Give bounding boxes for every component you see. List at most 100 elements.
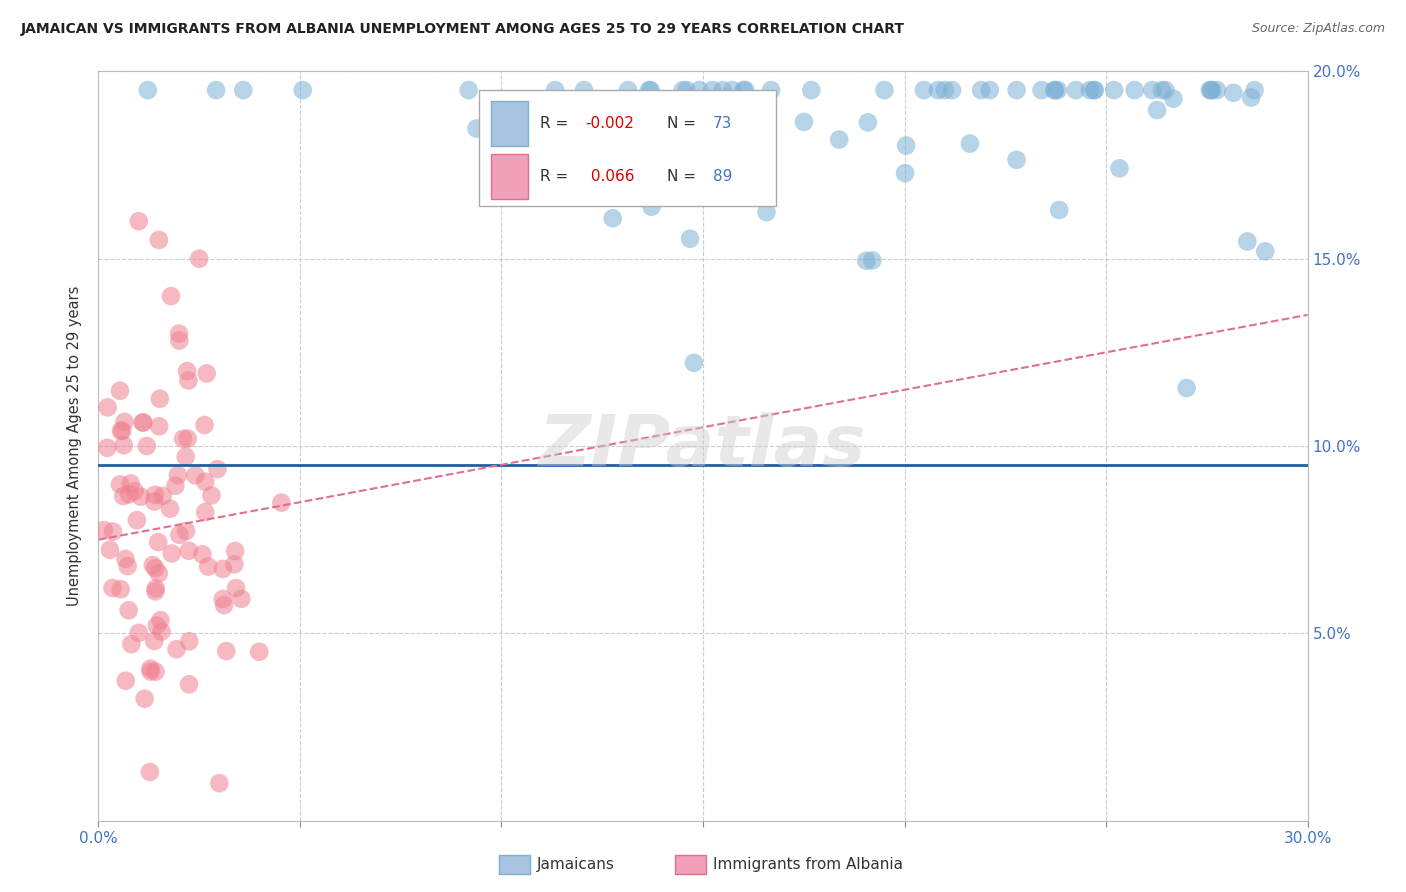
Point <box>894 138 917 153</box>
Point <box>148 233 170 247</box>
Text: N =: N = <box>666 169 700 184</box>
Point <box>139 665 162 679</box>
Point <box>114 673 136 688</box>
Point <box>114 415 136 429</box>
Point <box>232 83 254 97</box>
Point <box>143 561 166 575</box>
Point <box>1175 381 1198 395</box>
Point <box>169 528 191 542</box>
Point <box>672 103 695 118</box>
Point <box>212 562 235 576</box>
Point <box>828 132 851 146</box>
Point <box>139 764 162 779</box>
Point <box>177 677 200 691</box>
Point <box>96 441 118 455</box>
Point <box>934 83 956 97</box>
Point <box>672 83 695 97</box>
Point <box>959 136 981 151</box>
Point <box>927 83 949 97</box>
FancyBboxPatch shape <box>479 90 776 206</box>
Point <box>134 691 156 706</box>
Point <box>101 524 124 539</box>
Point <box>873 83 896 97</box>
Point <box>143 488 166 502</box>
Point <box>856 115 879 129</box>
Point <box>1043 83 1066 97</box>
Point <box>193 417 215 432</box>
Point <box>572 83 595 97</box>
Point <box>167 326 190 341</box>
Point <box>638 83 661 97</box>
Point <box>979 83 1001 97</box>
Point <box>640 200 662 214</box>
Point <box>734 83 756 97</box>
Point <box>224 544 246 558</box>
Point <box>1064 83 1087 97</box>
Point <box>135 439 157 453</box>
Point <box>800 83 823 97</box>
Point <box>120 637 142 651</box>
Point <box>146 618 169 632</box>
Point <box>212 591 235 606</box>
Point <box>128 214 150 228</box>
Point <box>131 416 153 430</box>
Point <box>683 356 706 370</box>
Point <box>1043 83 1066 97</box>
Point <box>1163 92 1185 106</box>
Point <box>207 462 229 476</box>
Point <box>1123 83 1146 97</box>
Point <box>675 83 697 97</box>
Point <box>143 494 166 508</box>
Point <box>544 83 567 97</box>
Y-axis label: Unemployment Among Ages 25 to 29 years: Unemployment Among Ages 25 to 29 years <box>67 285 83 607</box>
Point <box>759 83 782 97</box>
Point <box>1005 153 1028 167</box>
Point <box>733 83 755 97</box>
Point <box>215 644 238 658</box>
Point <box>1201 83 1223 97</box>
Point <box>860 253 883 268</box>
Point <box>174 450 197 464</box>
Point <box>1084 83 1107 97</box>
Point <box>132 416 155 430</box>
Point <box>129 490 152 504</box>
Point <box>633 120 655 135</box>
Point <box>150 624 173 639</box>
Point <box>465 121 488 136</box>
Text: Source: ZipAtlas.com: Source: ZipAtlas.com <box>1251 22 1385 36</box>
Point <box>148 535 170 549</box>
Point <box>711 83 734 97</box>
Point <box>688 83 710 97</box>
Point <box>602 211 624 226</box>
Point <box>93 523 115 537</box>
Point <box>200 488 222 502</box>
Point <box>108 384 131 398</box>
Point <box>194 505 217 519</box>
Point <box>1199 83 1222 97</box>
Point <box>205 83 228 97</box>
Point <box>617 83 640 97</box>
Point <box>148 566 170 581</box>
Point <box>1046 83 1069 97</box>
Point <box>176 364 198 378</box>
Point <box>98 542 121 557</box>
Point <box>755 205 778 219</box>
Point <box>191 547 214 561</box>
Point <box>165 478 187 492</box>
Point <box>247 645 270 659</box>
Point <box>160 547 183 561</box>
Point <box>195 367 218 381</box>
Point <box>197 559 219 574</box>
Point <box>457 83 479 97</box>
Point <box>159 501 181 516</box>
Point <box>208 776 231 790</box>
Point <box>112 438 135 452</box>
Point <box>1254 244 1277 259</box>
Point <box>912 83 935 97</box>
Point <box>941 83 963 97</box>
Point <box>1146 103 1168 117</box>
Point <box>101 581 124 595</box>
Point <box>1108 161 1130 176</box>
Point <box>855 253 877 268</box>
Point <box>1243 83 1265 97</box>
